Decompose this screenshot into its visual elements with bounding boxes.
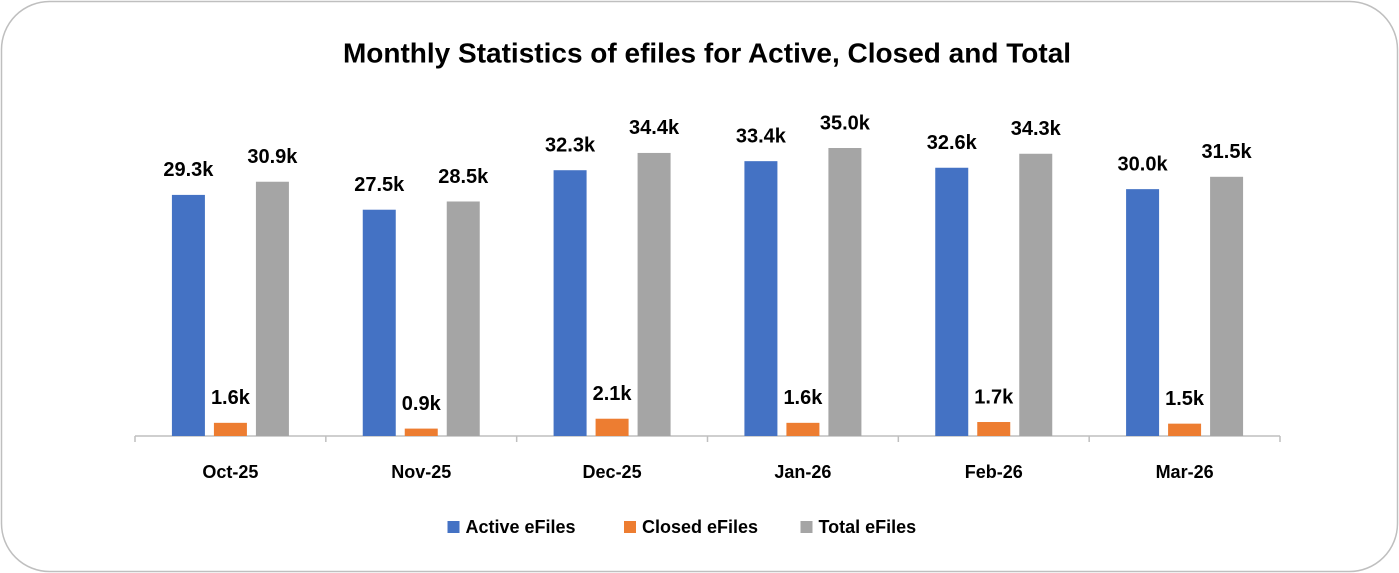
legend-swatch	[800, 521, 813, 533]
bar	[1019, 153, 1053, 436]
data-label: 2.1k	[593, 383, 633, 405]
bar	[404, 428, 438, 436]
data-label: 35.0k	[820, 112, 871, 134]
x-tick-label: Oct-25	[202, 462, 258, 482]
chart-title: Monthly Statistics of efiles for Active,…	[343, 37, 1071, 68]
data-label: 30.0k	[1118, 153, 1169, 175]
x-tick-label: Mar-26	[1156, 462, 1214, 482]
bar	[255, 181, 289, 436]
data-label: 32.6k	[927, 132, 978, 154]
bar	[1168, 423, 1202, 436]
data-label: 1.6k	[211, 387, 251, 409]
bar	[595, 418, 629, 436]
legend-swatch	[447, 521, 460, 533]
bar	[446, 201, 480, 436]
legend-swatch	[624, 521, 636, 533]
legend-label: Active eFiles	[466, 517, 576, 537]
data-label: 33.4k	[736, 125, 787, 147]
data-label: 1.5k	[1165, 388, 1205, 410]
data-label: 28.5k	[438, 166, 489, 188]
data-label: 0.9k	[402, 393, 442, 415]
data-label: 31.5k	[1202, 141, 1253, 163]
bar	[362, 209, 396, 436]
bar	[977, 422, 1011, 436]
x-tick-label: Jan-26	[774, 462, 831, 482]
bar	[637, 152, 671, 437]
x-tick-label: Dec-25	[583, 462, 642, 482]
bar	[744, 161, 778, 436]
data-label: 32.3k	[545, 134, 596, 156]
data-label: 34.4k	[629, 117, 680, 139]
x-tick-label: Feb-26	[965, 462, 1023, 482]
data-label: 34.3k	[1011, 118, 1062, 140]
bar	[213, 422, 247, 436]
legend-label: Total eFiles	[819, 517, 917, 537]
data-label: 27.5k	[354, 174, 405, 196]
bar	[935, 167, 969, 436]
bar	[786, 422, 820, 436]
data-label: 30.9k	[247, 146, 298, 168]
data-label: 29.3k	[163, 159, 214, 181]
x-tick-label: Nov-25	[391, 462, 451, 482]
data-label: 1.6k	[783, 387, 823, 409]
bar	[828, 148, 862, 436]
bar	[171, 194, 205, 436]
bar	[1126, 189, 1160, 436]
bar	[1210, 176, 1244, 437]
data-label: 1.7k	[974, 386, 1014, 408]
legend-label: Closed eFiles	[642, 517, 758, 537]
bar	[553, 170, 587, 436]
